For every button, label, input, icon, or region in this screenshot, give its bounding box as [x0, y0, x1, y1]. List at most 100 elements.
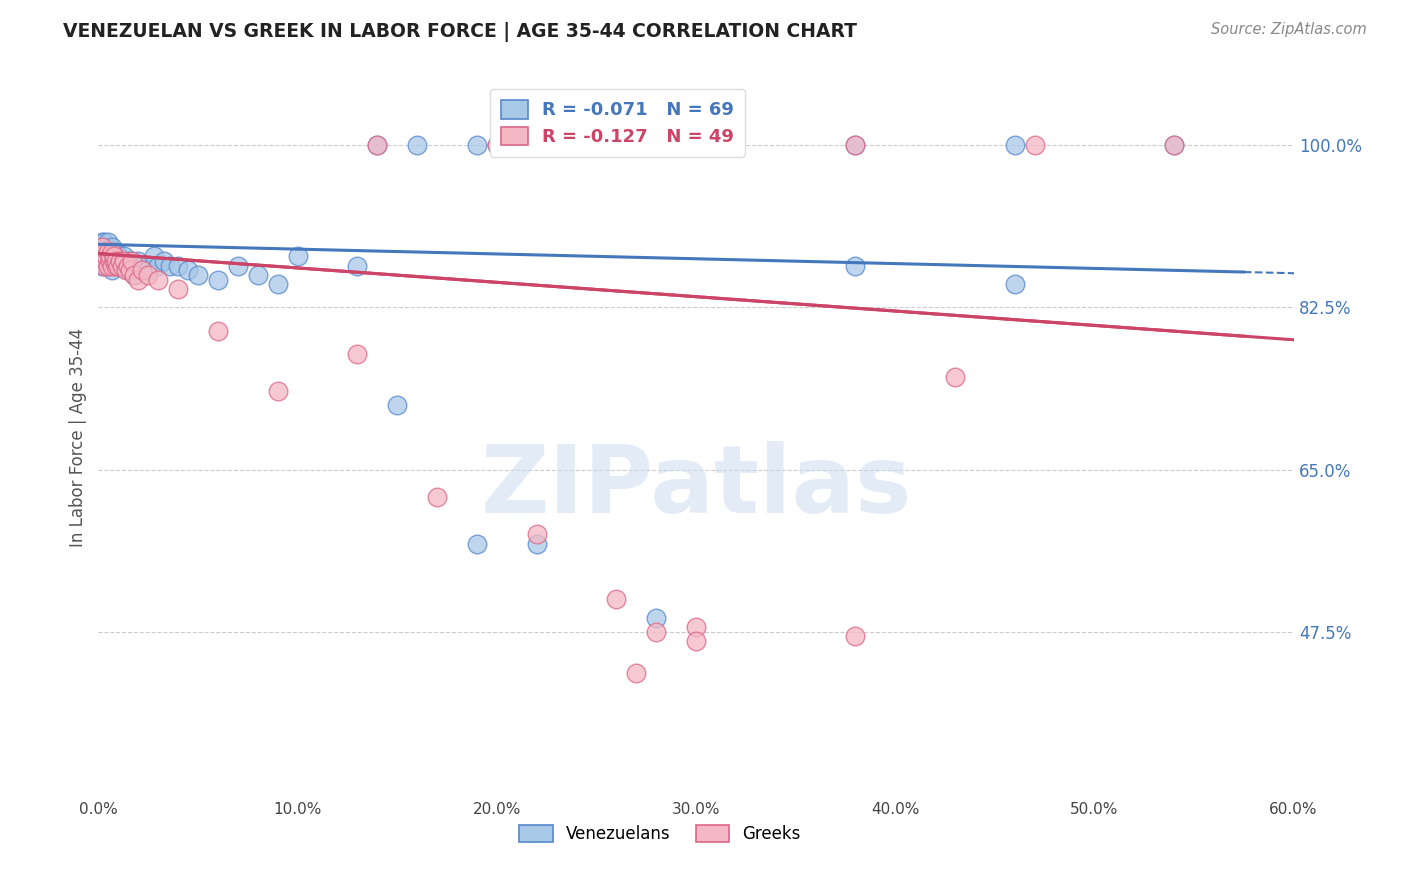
Point: [131, 259, 153, 273]
Text: ZIPatlas: ZIPatlas: [481, 441, 911, 533]
Point: [103, 249, 125, 263]
Point: [226, 259, 249, 273]
Point: [101, 263, 124, 277]
Point: [125, 259, 148, 273]
Point: [685, 620, 707, 634]
Point: [97, 235, 120, 250]
Point: [96, 259, 118, 273]
Point: [346, 259, 368, 273]
Point: [704, 138, 727, 153]
Point: [93, 244, 115, 259]
Point: [98, 259, 122, 273]
Point: [97, 244, 120, 259]
Point: [121, 254, 143, 268]
Point: [485, 138, 508, 153]
Point: [605, 592, 627, 607]
Y-axis label: In Labor Force | Age 35-44: In Labor Force | Age 35-44: [69, 327, 87, 547]
Point: [107, 249, 129, 263]
Point: [546, 138, 568, 153]
Point: [105, 259, 128, 273]
Point: [465, 138, 488, 153]
Point: [177, 263, 200, 277]
Point: [103, 254, 125, 268]
Point: [124, 268, 146, 282]
Point: [426, 491, 449, 505]
Point: [704, 138, 727, 153]
Point: [98, 249, 122, 263]
Point: [97, 259, 120, 273]
Point: [546, 138, 568, 153]
Point: [131, 263, 153, 277]
Point: [110, 254, 132, 268]
Point: [685, 634, 707, 648]
Point: [1382, 138, 1405, 153]
Point: [267, 384, 290, 398]
Point: [127, 254, 149, 268]
Point: [187, 268, 209, 282]
Point: [91, 235, 114, 250]
Point: [485, 138, 508, 153]
Point: [107, 259, 129, 273]
Point: [101, 244, 124, 259]
Point: [98, 254, 122, 268]
Text: Source: ZipAtlas.com: Source: ZipAtlas.com: [1211, 22, 1367, 37]
Point: [93, 235, 115, 250]
Point: [112, 254, 135, 268]
Point: [117, 263, 139, 277]
Point: [385, 398, 409, 412]
Point: [645, 611, 668, 625]
Point: [101, 254, 124, 268]
Point: [366, 138, 388, 153]
Point: [207, 272, 229, 286]
Point: [844, 138, 866, 153]
Point: [167, 282, 190, 296]
Point: [96, 254, 118, 268]
Point: [1163, 138, 1185, 153]
Point: [127, 272, 149, 286]
Point: [267, 277, 290, 292]
Point: [148, 272, 170, 286]
Point: [91, 254, 114, 268]
Legend: Venezuelans, Greeks: Venezuelans, Greeks: [513, 818, 807, 850]
Point: [844, 629, 866, 643]
Point: [246, 268, 269, 282]
Point: [366, 138, 388, 153]
Point: [105, 254, 128, 268]
Point: [117, 259, 139, 273]
Point: [1024, 138, 1046, 153]
Point: [89, 240, 111, 254]
Point: [96, 249, 118, 263]
Point: [105, 259, 128, 273]
Point: [112, 249, 135, 263]
Point: [97, 259, 120, 273]
Point: [406, 138, 429, 153]
Point: [167, 259, 190, 273]
Text: VENEZUELAN VS GREEK IN LABOR FORCE | AGE 35-44 CORRELATION CHART: VENEZUELAN VS GREEK IN LABOR FORCE | AGE…: [63, 22, 858, 42]
Point: [97, 244, 120, 259]
Point: [526, 536, 548, 550]
Point: [120, 263, 142, 277]
Point: [96, 240, 118, 254]
Point: [153, 254, 176, 268]
Point: [136, 268, 159, 282]
Point: [98, 244, 122, 259]
Point: [526, 527, 548, 541]
Point: [346, 346, 368, 360]
Point: [93, 244, 115, 259]
Point: [159, 259, 181, 273]
Point: [645, 624, 668, 639]
Point: [97, 254, 120, 268]
Point: [98, 249, 122, 263]
Point: [93, 259, 115, 273]
Point: [101, 240, 124, 254]
Point: [101, 259, 124, 273]
Point: [117, 254, 139, 268]
Point: [111, 254, 134, 268]
Point: [103, 249, 125, 263]
Point: [103, 254, 125, 268]
Point: [124, 268, 146, 282]
Point: [287, 249, 309, 263]
Point: [91, 249, 114, 263]
Point: [136, 263, 159, 277]
Point: [207, 324, 229, 338]
